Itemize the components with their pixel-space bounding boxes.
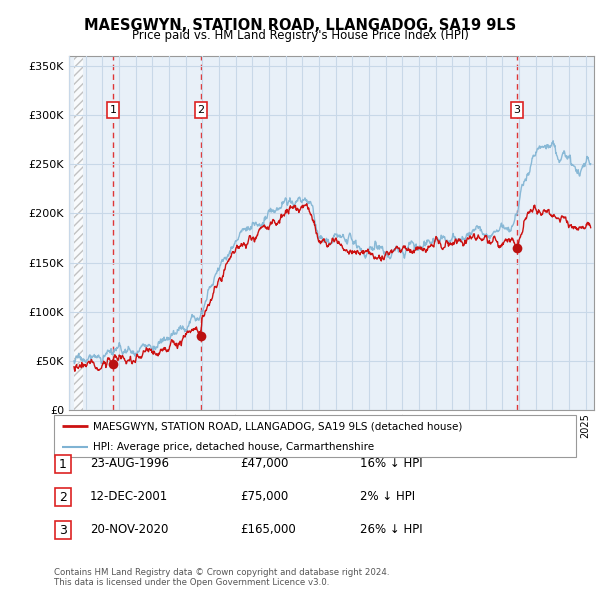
Text: 2% ↓ HPI: 2% ↓ HPI [360, 490, 415, 503]
Text: 26% ↓ HPI: 26% ↓ HPI [360, 523, 422, 536]
FancyBboxPatch shape [55, 522, 71, 539]
Text: £75,000: £75,000 [240, 490, 288, 503]
Text: Contains HM Land Registry data © Crown copyright and database right 2024.
This d: Contains HM Land Registry data © Crown c… [54, 568, 389, 587]
Text: 1: 1 [110, 105, 116, 115]
Text: 2: 2 [197, 105, 205, 115]
Text: 20-NOV-2020: 20-NOV-2020 [90, 523, 169, 536]
Text: 3: 3 [59, 523, 67, 537]
FancyBboxPatch shape [55, 455, 71, 473]
Text: HPI: Average price, detached house, Carmarthenshire: HPI: Average price, detached house, Carm… [93, 442, 374, 451]
Text: Price paid vs. HM Land Registry's House Price Index (HPI): Price paid vs. HM Land Registry's House … [131, 30, 469, 42]
Text: £47,000: £47,000 [240, 457, 289, 470]
Text: £165,000: £165,000 [240, 523, 296, 536]
Text: MAESGWYN, STATION ROAD, LLANGADOG, SA19 9LS: MAESGWYN, STATION ROAD, LLANGADOG, SA19 … [84, 18, 516, 32]
Text: 16% ↓ HPI: 16% ↓ HPI [360, 457, 422, 470]
Text: 12-DEC-2001: 12-DEC-2001 [90, 490, 168, 503]
FancyBboxPatch shape [54, 415, 576, 457]
Text: 23-AUG-1996: 23-AUG-1996 [90, 457, 169, 470]
Text: 2: 2 [59, 490, 67, 504]
FancyBboxPatch shape [55, 489, 71, 506]
Text: MAESGWYN, STATION ROAD, LLANGADOG, SA19 9LS (detached house): MAESGWYN, STATION ROAD, LLANGADOG, SA19 … [93, 421, 463, 431]
Text: 3: 3 [514, 105, 521, 115]
Text: 1: 1 [59, 457, 67, 471]
